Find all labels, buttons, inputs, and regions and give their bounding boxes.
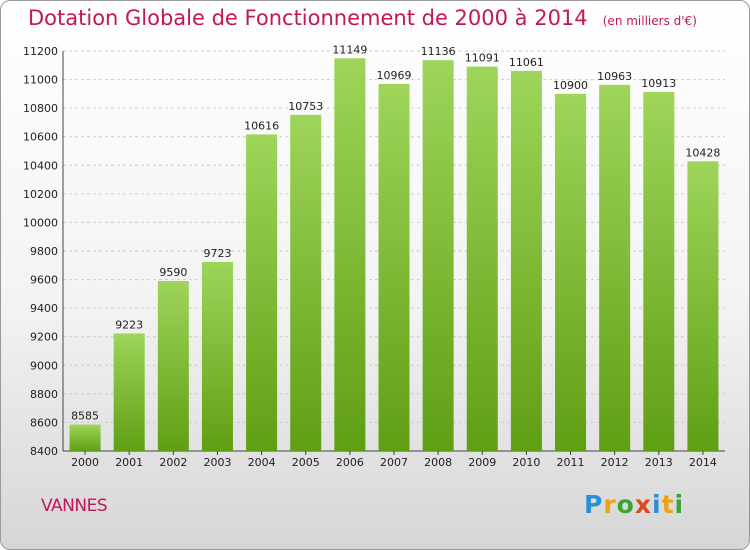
x-tick-label: 2011 bbox=[557, 456, 585, 469]
logo-letter: r bbox=[603, 490, 617, 519]
bar bbox=[422, 60, 454, 452]
y-tick-label: 10000 bbox=[23, 216, 58, 229]
x-tick-label: 2003 bbox=[203, 456, 231, 469]
y-tick-label: 9000 bbox=[30, 359, 58, 372]
x-tick-label: 2009 bbox=[468, 456, 496, 469]
x-tick-label: 2013 bbox=[645, 456, 673, 469]
x-tick-label: 2004 bbox=[248, 456, 276, 469]
x-tick-label: 2010 bbox=[512, 456, 540, 469]
y-tick-label: 10400 bbox=[23, 159, 58, 172]
y-tick-label: 8800 bbox=[30, 388, 58, 401]
unit-text: (en milliers d'€) bbox=[602, 14, 697, 28]
y-tick-label: 9600 bbox=[30, 274, 58, 287]
y-tick-label: 11000 bbox=[23, 74, 58, 87]
value-label: 10753 bbox=[288, 100, 323, 113]
bar bbox=[334, 58, 366, 452]
bar bbox=[113, 333, 145, 451]
y-tick-label: 9400 bbox=[30, 302, 58, 315]
value-label: 10616 bbox=[244, 119, 279, 132]
logo-letter: o bbox=[616, 490, 635, 519]
logo-letter: P bbox=[584, 490, 604, 519]
y-tick-label: 11200 bbox=[23, 45, 58, 58]
y-tick-label: 10600 bbox=[23, 131, 58, 144]
value-label: 11149 bbox=[332, 43, 367, 56]
value-label: 8585 bbox=[71, 410, 99, 423]
value-label: 10969 bbox=[377, 69, 412, 82]
x-tick-label: 2007 bbox=[380, 456, 408, 469]
y-tick-label: 9800 bbox=[30, 245, 58, 258]
bar bbox=[378, 84, 410, 451]
bar bbox=[466, 66, 498, 452]
x-tick-label: 2001 bbox=[115, 456, 143, 469]
value-label: 10428 bbox=[685, 146, 720, 159]
bar bbox=[157, 281, 189, 451]
value-label: 11091 bbox=[465, 52, 500, 65]
x-tick-label: 2002 bbox=[159, 456, 187, 469]
value-label: 11061 bbox=[509, 56, 544, 69]
value-label: 9223 bbox=[115, 318, 143, 331]
logo-letter: i bbox=[652, 490, 662, 519]
bar bbox=[69, 424, 101, 451]
x-tick-label: 2005 bbox=[292, 456, 320, 469]
y-tick-label: 8400 bbox=[30, 445, 58, 458]
bar bbox=[201, 262, 233, 451]
bar bbox=[290, 114, 322, 451]
x-tick-label: 2012 bbox=[601, 456, 629, 469]
town-name: VANNES bbox=[41, 496, 108, 516]
value-label: 9723 bbox=[203, 247, 231, 260]
y-tick-label: 10800 bbox=[23, 102, 58, 115]
x-tick-label: 2008 bbox=[424, 456, 452, 469]
x-tick-label: 2014 bbox=[689, 456, 717, 469]
logo-letter: x bbox=[634, 490, 652, 519]
bar bbox=[510, 70, 542, 451]
bar bbox=[599, 84, 631, 451]
x-tick-label: 2000 bbox=[71, 456, 99, 469]
title-text: Dotation Globale de Fonctionnement de 20… bbox=[28, 6, 588, 30]
logo-letter: i bbox=[674, 490, 685, 519]
value-label: 11136 bbox=[421, 45, 456, 58]
logo-letter: t bbox=[661, 490, 675, 519]
bar bbox=[555, 93, 587, 451]
y-tick-label: 9200 bbox=[30, 331, 58, 344]
bars bbox=[69, 58, 719, 452]
value-label: 10963 bbox=[597, 70, 632, 83]
bar bbox=[643, 92, 675, 451]
y-tick-label: 8600 bbox=[30, 416, 58, 429]
value-label: 10900 bbox=[553, 79, 588, 92]
tick-labels: 8400 8600 8800 9000 9200 9400 9600 9800 10000 102… bbox=[23, 45, 717, 469]
chart-title: Dotation Globale de Fonctionnement de 20… bbox=[28, 6, 697, 30]
y-tick-label: 10200 bbox=[23, 188, 58, 201]
bar bbox=[687, 161, 719, 452]
x-tick-label: 2006 bbox=[336, 456, 364, 469]
value-label: 10913 bbox=[641, 77, 676, 90]
value-label: 9590 bbox=[159, 266, 187, 279]
bar bbox=[246, 134, 278, 451]
value-labels: 8585 9223 9590 9723 10616 10753 11149 10969 1113… bbox=[71, 43, 720, 422]
proxiti-logo: Proxiti bbox=[584, 490, 684, 519]
